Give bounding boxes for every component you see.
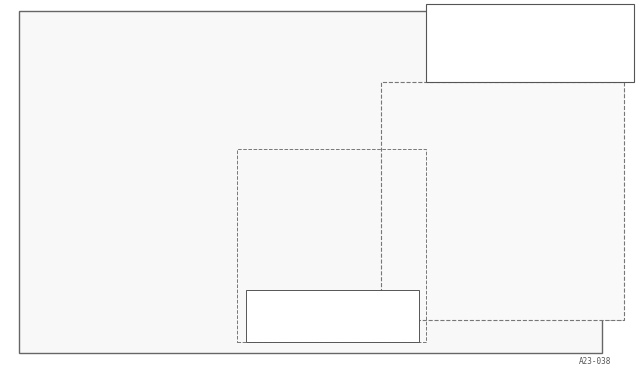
Ellipse shape (557, 105, 567, 110)
Ellipse shape (193, 158, 229, 173)
Ellipse shape (259, 63, 368, 119)
Text: THESE COMPONENTS ARE NOT FOR SALE: THESE COMPONENTS ARE NOT FOR SALE (255, 305, 408, 314)
Text: 23108: 23108 (242, 203, 271, 213)
Text: 23127: 23127 (584, 203, 613, 213)
Text: B: B (558, 97, 564, 106)
Text: 23156: 23156 (390, 115, 420, 125)
Ellipse shape (461, 173, 576, 232)
Text: 1: 1 (351, 17, 356, 26)
Text: A: A (560, 138, 566, 148)
Text: 23118: 23118 (189, 267, 218, 277)
Ellipse shape (222, 177, 245, 187)
Bar (381, 82, 624, 320)
Text: 23102: 23102 (296, 152, 325, 162)
Text: SCREW KIT: SCREW KIT (461, 10, 509, 19)
Ellipse shape (51, 201, 122, 242)
Ellipse shape (40, 221, 56, 229)
Text: 23200: 23200 (428, 29, 454, 38)
Text: 23150: 23150 (50, 295, 79, 304)
Ellipse shape (51, 93, 134, 223)
Text: 23100: 23100 (109, 45, 138, 55)
Text: 23124: 23124 (467, 264, 497, 273)
Ellipse shape (442, 122, 454, 128)
Text: A BOLT (4): A BOLT (4) (472, 22, 526, 31)
Ellipse shape (213, 111, 318, 160)
Bar (246, 290, 419, 342)
Text: B NUT  (5): B NUT (5) (472, 36, 526, 45)
Text: 23120MA: 23120MA (205, 198, 246, 208)
Bar (237, 149, 426, 342)
Bar (426, 4, 634, 82)
Text: BECAUSE THEY ARE RIVETED.: BECAUSE THEY ARE RIVETED. (274, 321, 389, 330)
Text: 23120M: 23120M (266, 137, 301, 147)
Text: A23-038: A23-038 (579, 357, 612, 366)
Ellipse shape (440, 110, 456, 117)
Ellipse shape (129, 148, 216, 191)
Ellipse shape (544, 149, 554, 154)
Ellipse shape (253, 218, 304, 243)
